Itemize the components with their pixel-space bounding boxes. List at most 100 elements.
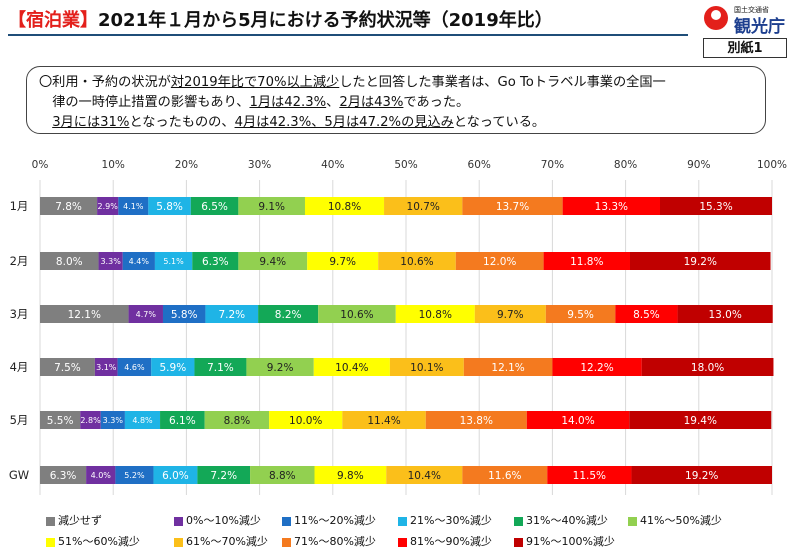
- data-label: 11.8%: [570, 256, 603, 268]
- legend-label: 減少せず: [58, 514, 102, 527]
- bar-segment: [118, 197, 149, 215]
- bar-segment: [304, 197, 385, 215]
- data-label: 5.8%: [156, 201, 183, 213]
- data-label: 12.2%: [580, 362, 613, 374]
- bar-segment: [462, 197, 563, 215]
- legend-item: 61%～70%減少: [174, 533, 268, 549]
- bar-segment: [547, 466, 632, 484]
- data-label: 8.8%: [224, 415, 251, 427]
- bar-segment: [660, 197, 772, 215]
- bar-segment: [463, 358, 553, 376]
- legend-item: 71%～80%減少: [282, 533, 376, 549]
- category-label: 1月: [10, 199, 29, 213]
- bar-segment: [629, 411, 772, 429]
- data-label: 5.2%: [124, 471, 145, 480]
- bar-segment: [148, 197, 191, 215]
- summary-box: 〇利用・予約の状況が対2019年比で70%以上減少したと回答した事業者は、Go …: [26, 66, 766, 134]
- x-tick-label: 30%: [248, 159, 271, 171]
- x-tick-label: 50%: [394, 159, 417, 171]
- data-label: 13.8%: [460, 415, 493, 427]
- bar-segment: [80, 411, 101, 429]
- legend-item: 減少せず: [46, 512, 102, 528]
- data-label: 8.8%: [269, 470, 296, 482]
- summary-text: であった。: [403, 95, 470, 110]
- summary-line-3: 3月には31%となったものの、4月は42.3%、5月は47.2%の見込みとなって…: [39, 113, 753, 133]
- data-label: 4.7%: [136, 310, 157, 319]
- data-label: 12.0%: [483, 256, 516, 268]
- data-label: 7.2%: [210, 470, 237, 482]
- data-label: 19.4%: [684, 415, 717, 427]
- data-label: 7.8%: [55, 201, 82, 213]
- bar-segment: [97, 197, 119, 215]
- bar-segment: [100, 411, 125, 429]
- x-tick-label: 40%: [321, 159, 344, 171]
- title-divider: [8, 34, 688, 36]
- category-label: 5月: [10, 413, 29, 427]
- bar-segment: [94, 358, 118, 376]
- data-label: 11.5%: [573, 470, 606, 482]
- legend-item: 81%～90%減少: [398, 533, 492, 549]
- legend-swatch: [282, 537, 291, 547]
- legend-label: 51%～60%減少: [58, 535, 140, 548]
- data-label: 14.0%: [561, 415, 594, 427]
- data-label: 6.3%: [202, 256, 229, 268]
- bar-segment: [117, 358, 152, 376]
- bar-segment: [194, 358, 247, 376]
- legend-item: 0%～10%減少: [174, 512, 261, 528]
- bar-segment: [425, 411, 527, 429]
- bar-segment: [307, 252, 379, 270]
- data-label: 6.3%: [50, 470, 77, 482]
- data-label: 13.0%: [708, 309, 741, 321]
- data-label: 5.5%: [47, 415, 74, 427]
- bar-segment: [115, 466, 154, 484]
- data-label: 9.8%: [337, 470, 364, 482]
- agency-logo: 国土交通省 観光庁: [700, 4, 796, 37]
- data-label: 9.7%: [497, 309, 524, 321]
- data-label: 10.8%: [419, 309, 452, 321]
- bar-segment: [122, 252, 155, 270]
- bar-segment: [151, 358, 195, 376]
- bar-segment: [462, 466, 548, 484]
- bar-segment: [552, 358, 642, 376]
- legend-swatch: [514, 516, 523, 526]
- data-label: 7.5%: [54, 362, 81, 374]
- bar-segment: [204, 411, 270, 429]
- summary-line-1: 〇利用・予約の状況が対2019年比で70%以上減少したと回答した事業者は、Go …: [39, 73, 753, 93]
- legend-label: 11%～20%減少: [294, 514, 376, 527]
- bar-segment: [154, 252, 193, 270]
- title-text: 2021年１月から5月における予約状況等（2019年比）: [98, 10, 553, 31]
- bar-segment: [40, 358, 95, 376]
- data-label: 19.2%: [684, 256, 717, 268]
- legend-item: 91%～100%減少: [514, 533, 615, 549]
- legend-swatch: [398, 537, 407, 547]
- bar-segment: [641, 358, 774, 376]
- bar-segment: [545, 305, 616, 323]
- legend-swatch: [282, 516, 291, 526]
- data-label: 6.0%: [162, 470, 189, 482]
- summary-text: 律の一時停止措置の影響もあり、: [52, 95, 250, 110]
- bar-segment: [384, 197, 463, 215]
- legend-label: 31%～40%減少: [526, 514, 608, 527]
- legend-swatch: [514, 537, 523, 547]
- bar-segment: [342, 411, 426, 429]
- annex-label: 別紙1: [703, 38, 787, 58]
- data-label: 12.1%: [491, 362, 524, 374]
- data-label: 7.1%: [207, 362, 234, 374]
- x-tick-label: 70%: [541, 159, 564, 171]
- bar-segment: [629, 252, 771, 270]
- data-label: 10.0%: [289, 415, 322, 427]
- bar-segment: [389, 358, 464, 376]
- category-label: 2月: [10, 254, 29, 268]
- legend-item: 21%～30%減少: [398, 512, 492, 528]
- legend-label: 0%～10%減少: [186, 514, 261, 527]
- legend-item: 11%～20%減少: [282, 512, 376, 528]
- data-label: 5.8%: [171, 309, 198, 321]
- legend-label: 81%～90%減少: [410, 535, 492, 548]
- bar-segment: [562, 197, 661, 215]
- bar-segment: [197, 466, 251, 484]
- bar-segment: [205, 305, 259, 323]
- data-label: 7.2%: [218, 309, 245, 321]
- bar-segment: [455, 252, 544, 270]
- summary-text: 〇利用・予約の状況が: [39, 75, 171, 90]
- category-label: 3月: [10, 307, 29, 321]
